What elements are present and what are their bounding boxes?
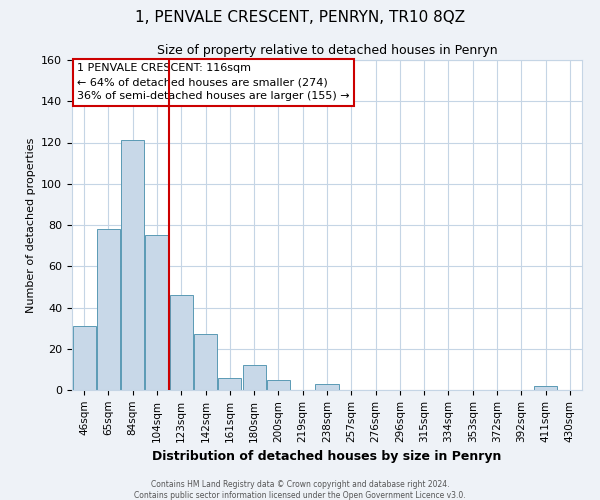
Bar	[97, 229, 120, 390]
X-axis label: Distribution of detached houses by size in Penryn: Distribution of detached houses by size …	[152, 450, 502, 463]
Bar	[73, 326, 95, 390]
Bar	[145, 236, 169, 390]
Bar	[267, 380, 290, 390]
Bar	[170, 295, 193, 390]
Bar	[121, 140, 144, 390]
Text: 1, PENVALE CRESCENT, PENRYN, TR10 8QZ: 1, PENVALE CRESCENT, PENRYN, TR10 8QZ	[135, 10, 465, 25]
Y-axis label: Number of detached properties: Number of detached properties	[26, 138, 35, 312]
Text: Contains HM Land Registry data © Crown copyright and database right 2024.
Contai: Contains HM Land Registry data © Crown c…	[134, 480, 466, 500]
Text: 1 PENVALE CRESCENT: 116sqm
← 64% of detached houses are smaller (274)
36% of sem: 1 PENVALE CRESCENT: 116sqm ← 64% of deta…	[77, 64, 350, 102]
Title: Size of property relative to detached houses in Penryn: Size of property relative to detached ho…	[157, 44, 497, 58]
Bar	[218, 378, 241, 390]
Bar	[242, 365, 266, 390]
Bar	[534, 386, 557, 390]
Bar	[194, 334, 217, 390]
Bar	[316, 384, 338, 390]
